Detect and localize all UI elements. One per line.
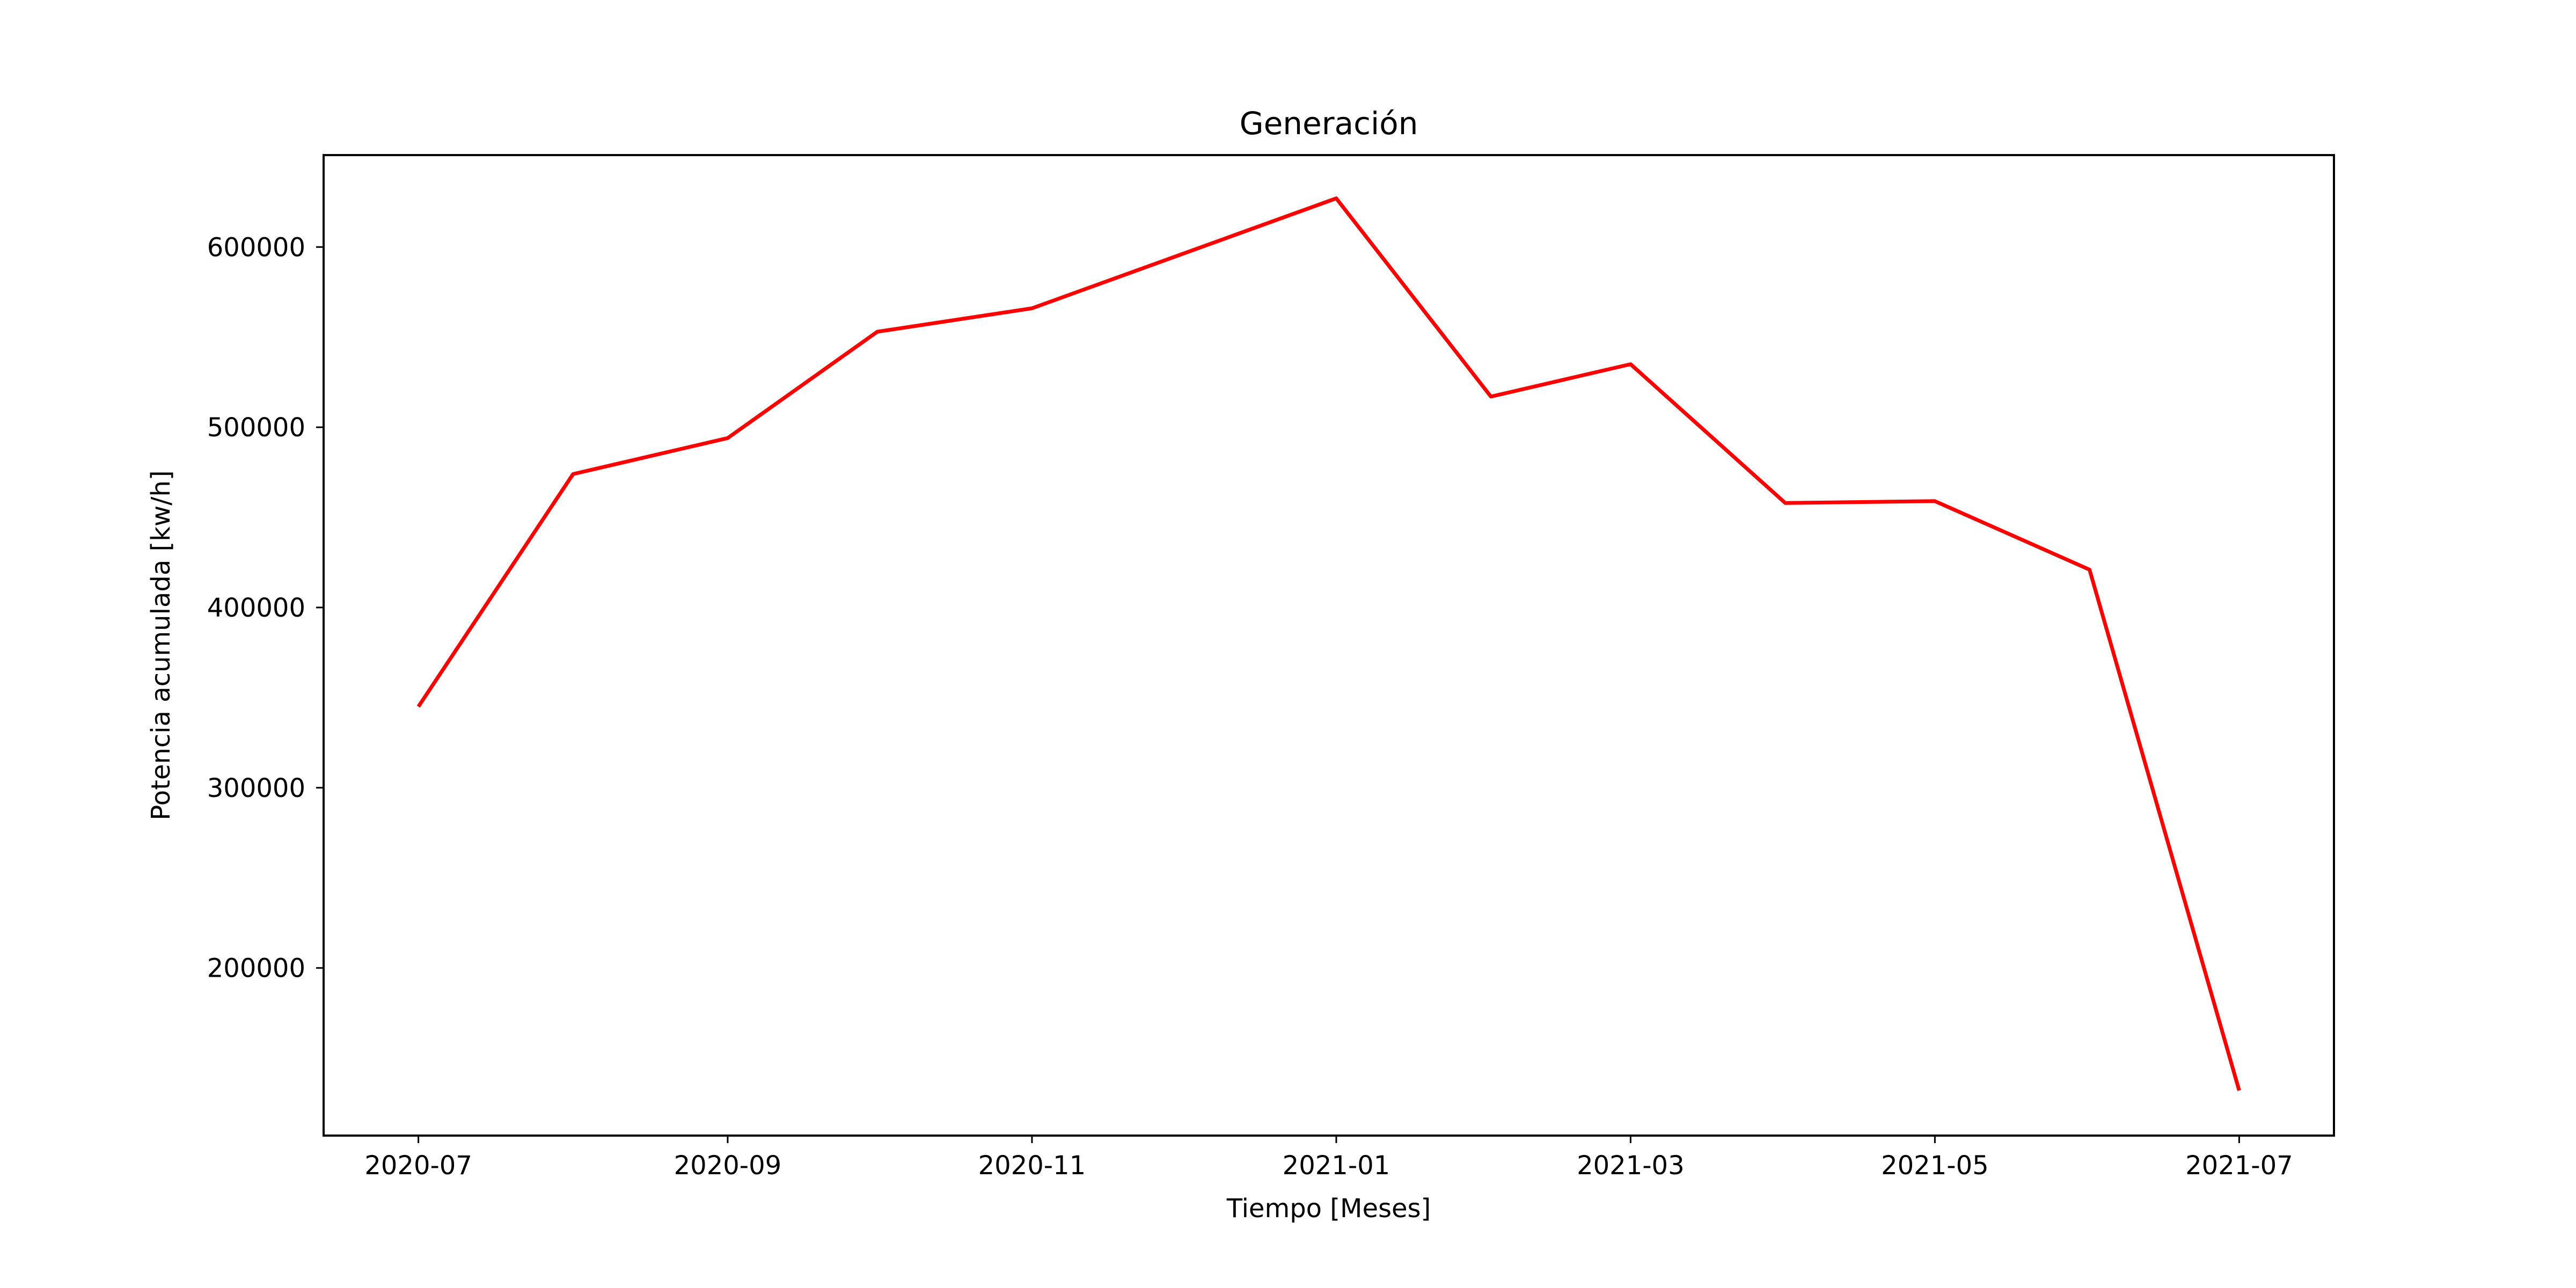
x-tick-label: 2021-07 <box>2185 1151 2293 1181</box>
y-tick-label: 200000 <box>207 954 305 984</box>
x-tick-label: 2021-01 <box>1283 1151 1391 1181</box>
x-axis-label: Tiempo [Meses] <box>1226 1194 1431 1224</box>
plot-frame <box>323 154 2335 1137</box>
series-layer <box>416 196 2241 1091</box>
y-tick-label: 600000 <box>207 232 305 262</box>
y-axis-label: Potencia acumulada [kw/h] <box>146 470 176 820</box>
x-tick-label: 2021-05 <box>1881 1151 1989 1181</box>
x-tick-label: 2021-03 <box>1577 1151 1685 1181</box>
y-tick-label: 400000 <box>207 593 305 623</box>
chart-title: Generación <box>1240 105 1418 142</box>
x-tick-label: 2020-11 <box>978 1151 1086 1181</box>
y-tick-label: 500000 <box>207 413 305 443</box>
series-line <box>416 196 2241 1091</box>
ticks-layer: 2020-07 2020-09 2020-11 2021-01 2021-03 2021-… <box>207 232 2293 1181</box>
x-tick-label: 2020-09 <box>674 1151 782 1181</box>
x-tick-label: 2020-07 <box>364 1151 472 1181</box>
y-tick-label: 300000 <box>207 773 305 803</box>
